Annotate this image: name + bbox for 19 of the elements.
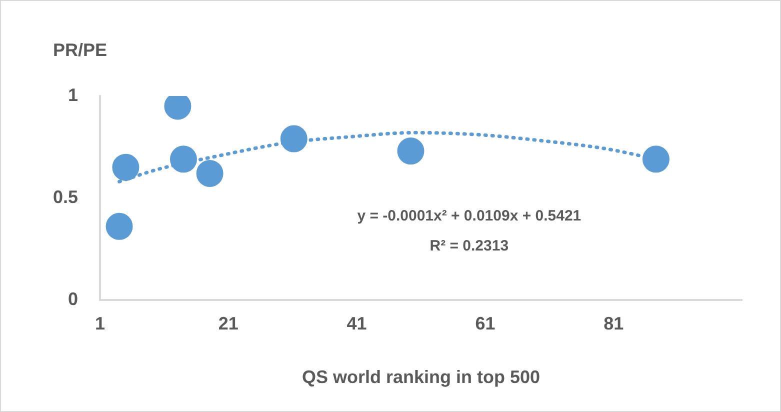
x-tick-label: 61 — [475, 314, 496, 334]
point — [642, 146, 670, 173]
point — [112, 154, 140, 181]
y-tick-label: 0.5 — [52, 186, 78, 207]
point — [106, 212, 133, 240]
x-tick-label: 41 — [346, 314, 367, 334]
point — [397, 138, 424, 165]
point — [280, 125, 308, 152]
point — [196, 160, 224, 187]
y-tick-label: 0 — [68, 288, 78, 309]
x-tick-label: 81 — [604, 314, 624, 334]
x-axis-title: QS world ranking in top 500 — [302, 367, 540, 388]
annotation: y = -0.0001x² + 0.0109x + 0.5421 — [357, 207, 582, 224]
y-tick-label: 1 — [68, 84, 78, 105]
point — [170, 146, 197, 173]
x-tick-label: 1 — [95, 314, 106, 334]
y-axis-title: PR/PE — [53, 40, 108, 60]
annotation: R² = 0.2313 — [430, 237, 509, 254]
x-tick-label: 21 — [218, 314, 238, 334]
